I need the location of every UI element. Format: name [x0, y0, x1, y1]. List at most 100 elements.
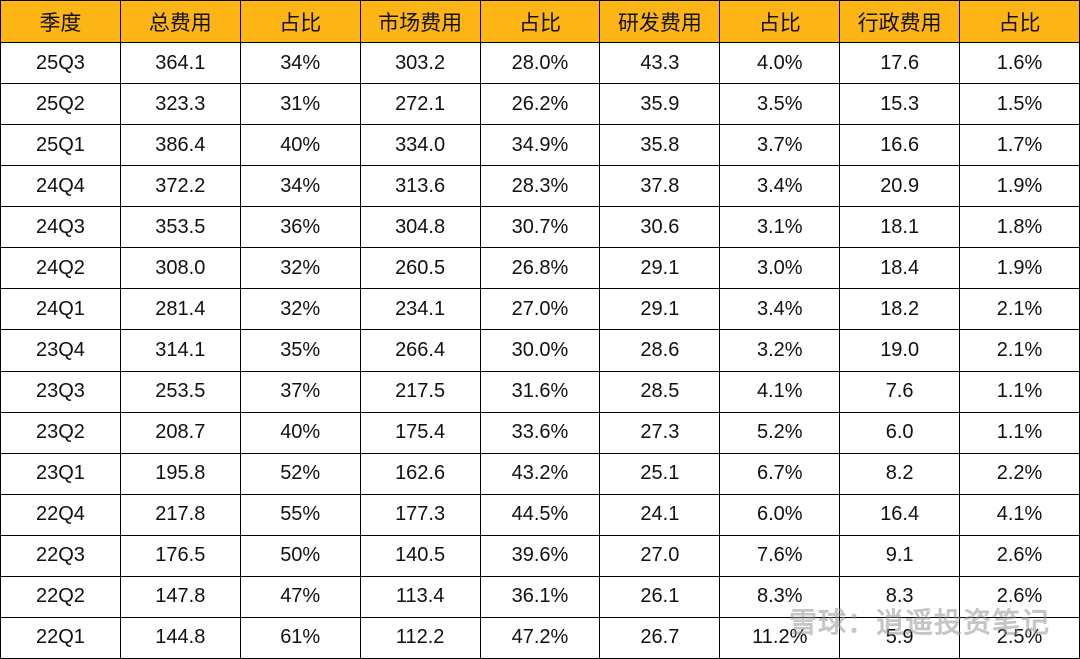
table-cell: 43.3 — [600, 43, 721, 85]
table-cell: 313.6 — [360, 166, 481, 208]
table-cell: 11.2% — [720, 617, 841, 659]
table-cell: 22Q3 — [1, 535, 121, 577]
header-cell: 占比 — [960, 1, 1080, 43]
table-cell: 31% — [240, 84, 361, 126]
table-cell: 8.2 — [840, 453, 961, 495]
table-cell: 5.9 — [840, 617, 961, 659]
watermark: 雪球：逍遥投资笔记 — [788, 607, 1050, 638]
table-cell: 7.6 — [840, 371, 961, 413]
table-cell: 217.5 — [360, 371, 481, 413]
table-cell: 217.8 — [120, 494, 241, 536]
table-cell: 162.6 — [360, 453, 481, 495]
table-cell: 314.1 — [120, 330, 241, 372]
table-cell: 3.4% — [720, 166, 841, 208]
table-cell: 1.9% — [960, 166, 1080, 208]
table-cell: 28.6 — [600, 330, 721, 372]
table-cell: 323.3 — [120, 84, 241, 126]
table-cell: 35% — [240, 330, 361, 372]
table-cell: 8.3% — [720, 576, 841, 618]
table-cell: 33.6% — [480, 412, 601, 454]
table-cell: 28.5 — [600, 371, 721, 413]
table-cell: 1.6% — [960, 43, 1080, 85]
table-cell: 5.2% — [720, 412, 841, 454]
table-cell: 31.6% — [480, 371, 601, 413]
table-cell: 281.4 — [120, 289, 241, 331]
table-cell: 50% — [240, 535, 361, 577]
table-cell: 25Q1 — [1, 125, 121, 167]
header-cell: 占比 — [720, 1, 841, 43]
table-cell: 3.2% — [720, 330, 841, 372]
table-cell: 37% — [240, 371, 361, 413]
table-cell: 147.8 — [120, 576, 241, 618]
table-cell: 3.1% — [720, 207, 841, 249]
table-cell: 26.7 — [600, 617, 721, 659]
table-cell: 208.7 — [120, 412, 241, 454]
header-cell: 市场费用 — [360, 1, 481, 43]
table-cell: 40% — [240, 412, 361, 454]
table-cell: 32% — [240, 289, 361, 331]
table-cell: 260.5 — [360, 248, 481, 290]
table-cell: 44.5% — [480, 494, 601, 536]
table-cell: 1.5% — [960, 84, 1080, 126]
table-cell: 3.4% — [720, 289, 841, 331]
table-cell: 6.7% — [720, 453, 841, 495]
table-cell: 2.1% — [960, 330, 1080, 372]
table-cell: 28.3% — [480, 166, 601, 208]
table-cell: 27.0% — [480, 289, 601, 331]
table-cell: 353.5 — [120, 207, 241, 249]
table-cell: 2.1% — [960, 289, 1080, 331]
table-cell: 27.0 — [600, 535, 721, 577]
table-cell: 43.2% — [480, 453, 601, 495]
table-cell: 24.1 — [600, 494, 721, 536]
table-cell: 61% — [240, 617, 361, 659]
table-cell: 29.1 — [600, 289, 721, 331]
table-cell: 6.0 — [840, 412, 961, 454]
table-cell: 334.0 — [360, 125, 481, 167]
table-cell: 6.0% — [720, 494, 841, 536]
table-cell: 55% — [240, 494, 361, 536]
table-cell: 386.4 — [120, 125, 241, 167]
table-cell: 176.5 — [120, 535, 241, 577]
table-cell: 26.2% — [480, 84, 601, 126]
table-cell: 24Q3 — [1, 207, 121, 249]
table-cell: 2.6% — [960, 576, 1080, 618]
table-cell: 36% — [240, 207, 361, 249]
table-cell: 144.8 — [120, 617, 241, 659]
table-cell: 29.1 — [600, 248, 721, 290]
table-cell: 39.6% — [480, 535, 601, 577]
table-cell: 27.3 — [600, 412, 721, 454]
table-cell: 34% — [240, 43, 361, 85]
table-cell: 23Q2 — [1, 412, 121, 454]
table-cell: 36.1% — [480, 576, 601, 618]
table-cell: 24Q4 — [1, 166, 121, 208]
table-cell: 372.2 — [120, 166, 241, 208]
table-cell: 34% — [240, 166, 361, 208]
table-cell: 8.3 — [840, 576, 961, 618]
table-cell: 26.1 — [600, 576, 721, 618]
table-cell: 3.5% — [720, 84, 841, 126]
table-cell: 4.1% — [960, 494, 1080, 536]
table-cell: 22Q1 — [1, 617, 121, 659]
table-cell: 253.5 — [120, 371, 241, 413]
table-cell: 35.9 — [600, 84, 721, 126]
table-cell: 40% — [240, 125, 361, 167]
table-cell: 7.6% — [720, 535, 841, 577]
table-cell: 47% — [240, 576, 361, 618]
table-cell: 32% — [240, 248, 361, 290]
table-cell: 22Q4 — [1, 494, 121, 536]
table-cell: 18.2 — [840, 289, 961, 331]
table-cell: 22Q2 — [1, 576, 121, 618]
table-cell: 304.8 — [360, 207, 481, 249]
table-cell: 140.5 — [360, 535, 481, 577]
header-cell: 研发费用 — [600, 1, 721, 43]
table-cell: 28.0% — [480, 43, 601, 85]
table-cell: 15.3 — [840, 84, 961, 126]
table-cell: 1.7% — [960, 125, 1080, 167]
table-cell: 1.9% — [960, 248, 1080, 290]
table-cell: 1.8% — [960, 207, 1080, 249]
table-cell: 30.0% — [480, 330, 601, 372]
table-cell: 1.1% — [960, 412, 1080, 454]
table-cell: 25.1 — [600, 453, 721, 495]
